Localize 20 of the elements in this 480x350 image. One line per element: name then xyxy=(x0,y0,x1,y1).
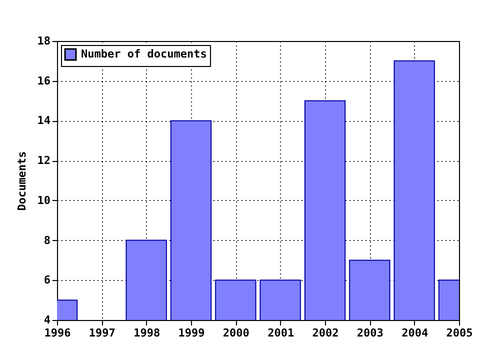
y-tick-label: 10 xyxy=(37,194,50,207)
x-tick-label: 2000 xyxy=(222,326,250,340)
y-tick-label: 8 xyxy=(44,234,50,247)
x-tick-label: 2002 xyxy=(312,326,339,340)
x-tick-label: 2003 xyxy=(356,326,384,340)
x-tick-label: 1998 xyxy=(134,326,160,340)
y-tick-label: 14 xyxy=(37,114,51,128)
x-tick-label: 1996 xyxy=(44,326,72,340)
y-tick-label: 4 xyxy=(44,314,51,326)
x-tick-label: 2005 xyxy=(446,326,473,340)
x-tick-label: 1999 xyxy=(178,326,205,340)
y-tick-label: 12 xyxy=(37,154,50,168)
x-tick-label: 2001 xyxy=(268,326,294,340)
x-tick-label: 1997 xyxy=(88,326,116,340)
x-tick-label: 2004 xyxy=(402,326,428,340)
legend-label: Number of documents xyxy=(81,48,207,60)
y-axis-title: Documents xyxy=(15,151,28,211)
y-tick-label: 6 xyxy=(44,274,51,287)
y-tick-label: 18 xyxy=(37,34,50,48)
y-tick-label: 16 xyxy=(37,74,51,88)
